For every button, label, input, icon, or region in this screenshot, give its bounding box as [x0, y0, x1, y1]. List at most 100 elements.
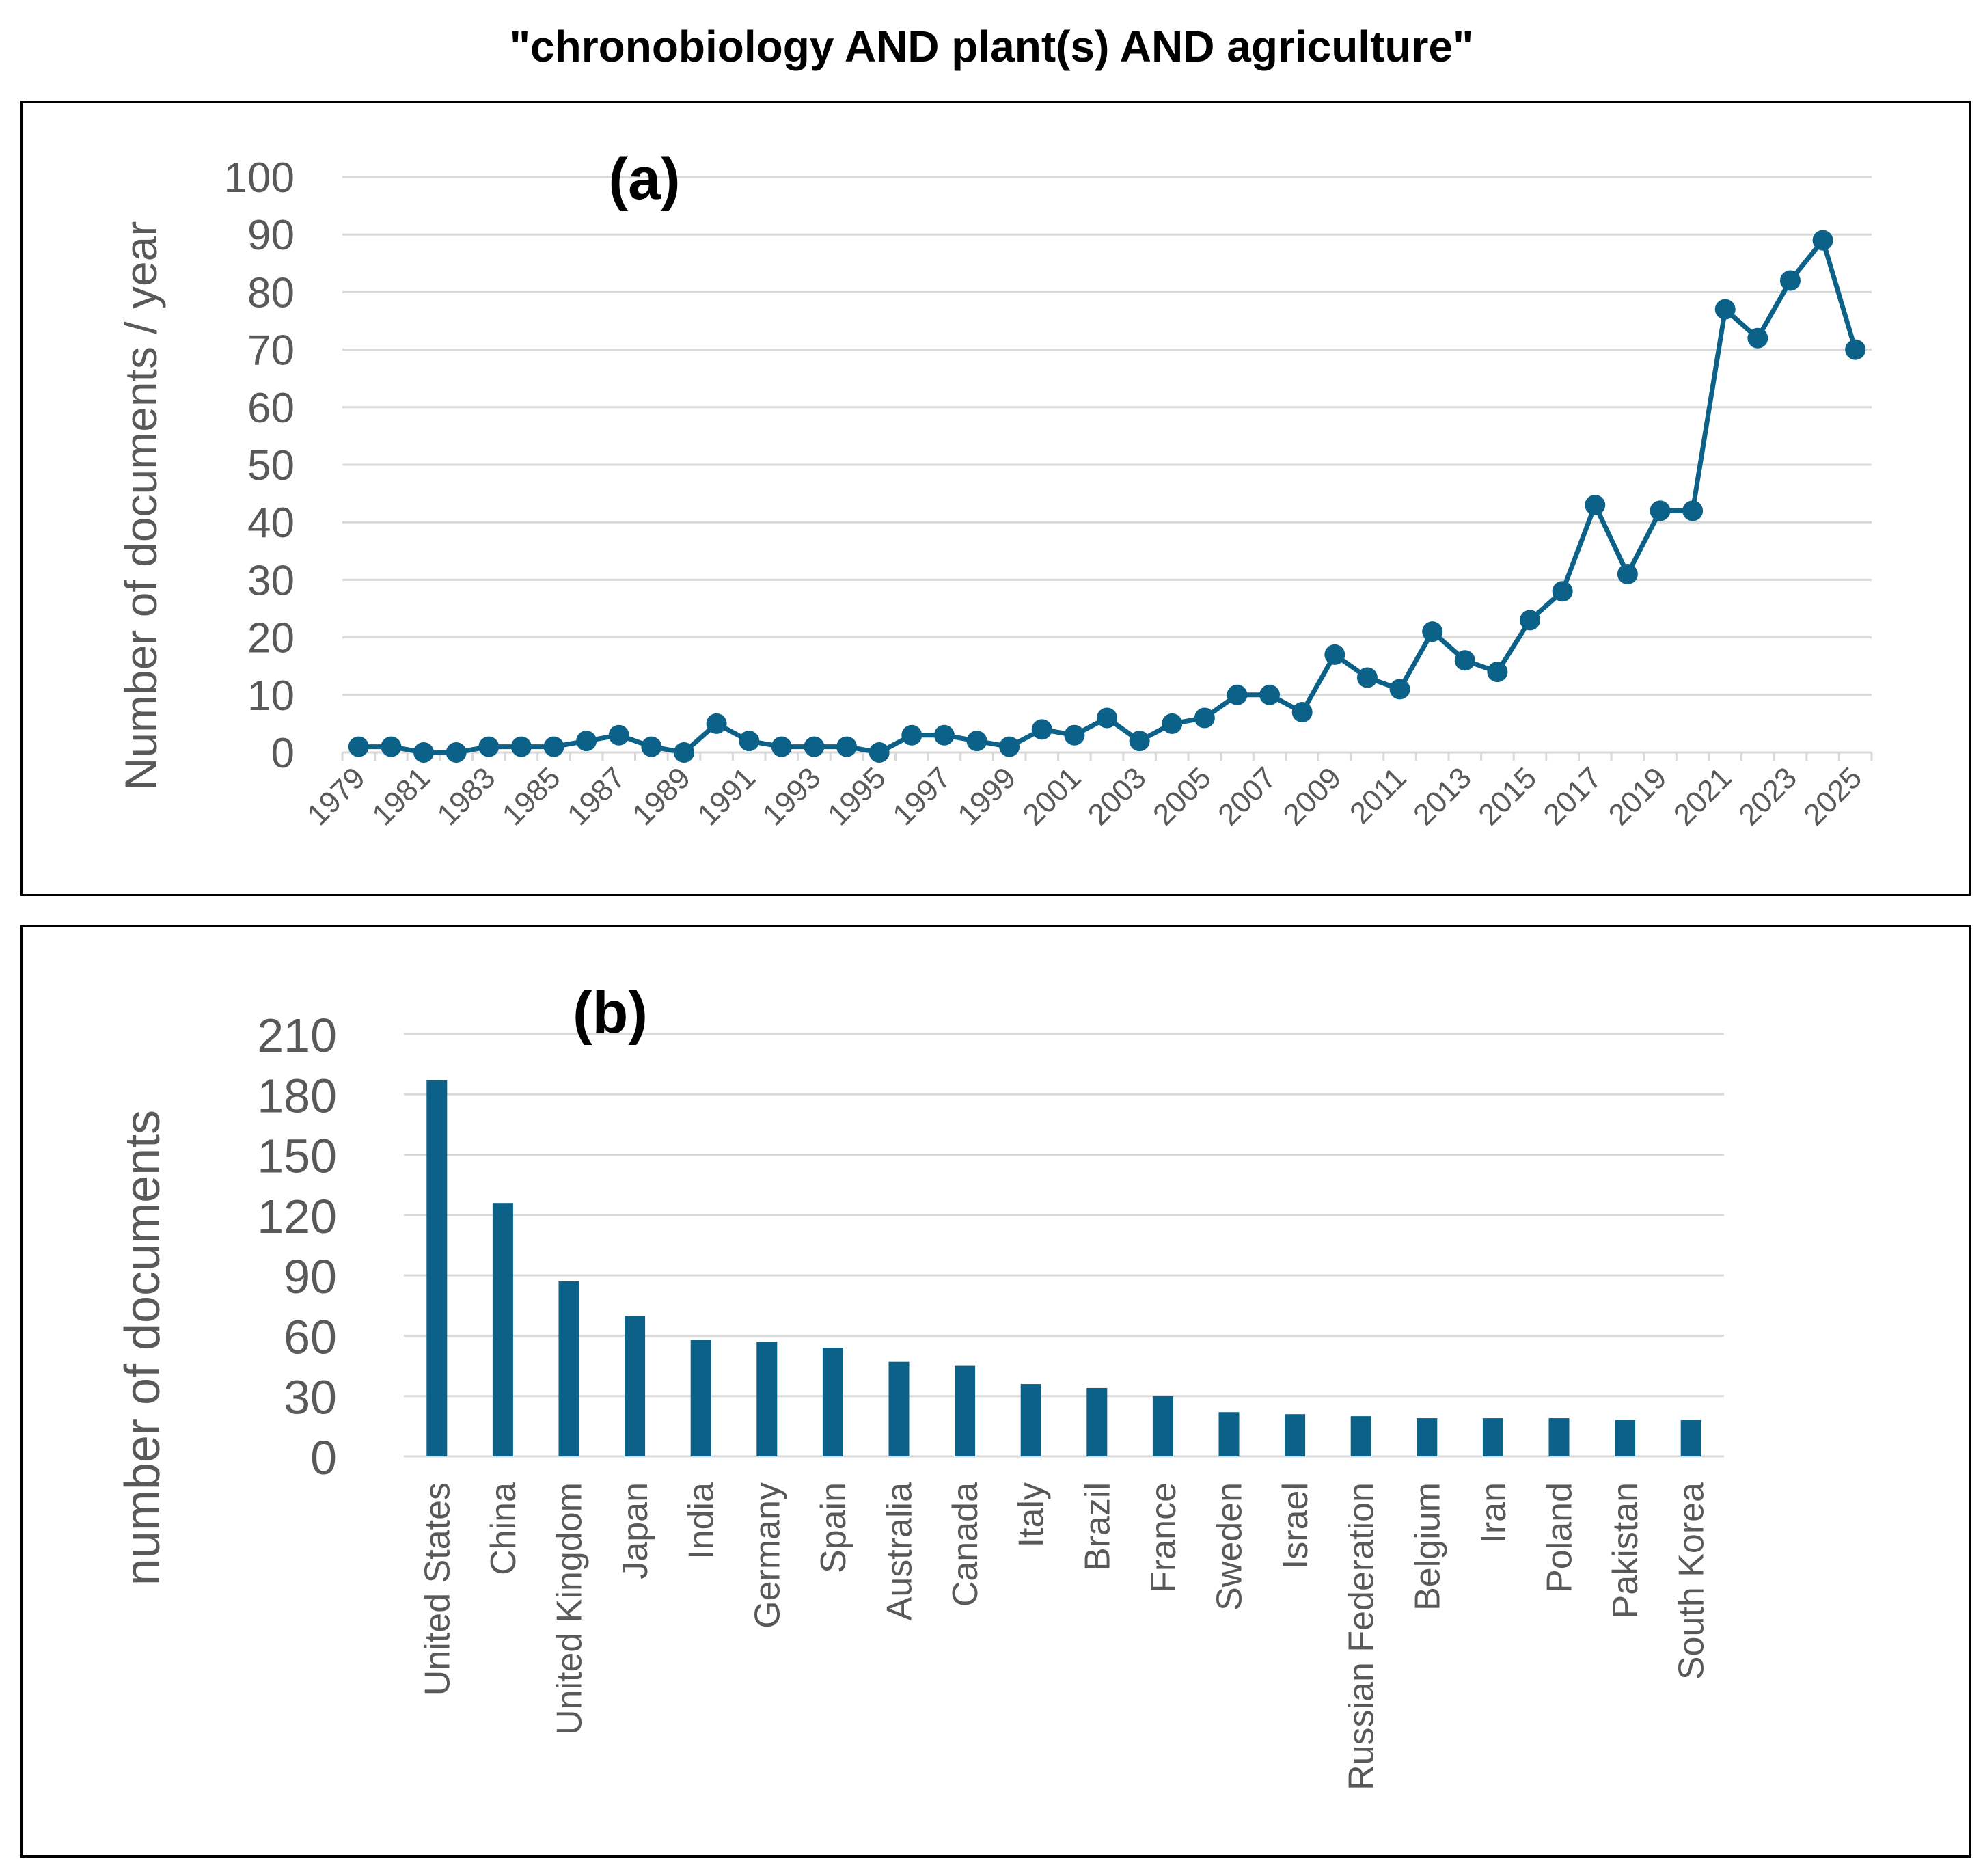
category-label: Italy	[1012, 1482, 1052, 1547]
category-label: Pakistan	[1606, 1482, 1645, 1618]
bars	[426, 1080, 1701, 1456]
x-tick-label: 2023	[1732, 761, 1803, 832]
x-tick-label: 2025	[1797, 761, 1868, 832]
category-label: China	[484, 1482, 523, 1575]
bar-united-states	[426, 1080, 448, 1456]
category-label: Belgium	[1408, 1482, 1447, 1611]
data-point	[804, 736, 825, 757]
x-tick-label: 2007	[1212, 761, 1283, 832]
data-point	[543, 736, 564, 757]
x-tick-label: 1999	[951, 761, 1022, 832]
y-tick-label: 40	[247, 500, 295, 547]
data-point	[348, 736, 369, 757]
panel-b-bar-chart: 0 30 60 90 120 150 180 210 United States China Un…	[20, 925, 1971, 1858]
figure-title: "chronobiology AND plant(s) AND agricult…	[509, 22, 1474, 71]
bar-poland	[1548, 1418, 1570, 1456]
data-point	[706, 713, 727, 734]
y-tick-label: 180	[257, 1069, 337, 1122]
series-line	[358, 238, 1858, 755]
y-tick-label: 150	[257, 1130, 337, 1183]
y-tick-label: 90	[284, 1250, 337, 1303]
x-tick-label: 1997	[886, 761, 957, 832]
data-point	[901, 724, 922, 746]
y-tick-label: 90	[247, 212, 295, 259]
y-tick-label: 0	[310, 1431, 337, 1484]
data-point	[1714, 299, 1736, 320]
data-point	[1162, 713, 1183, 734]
y-tick-label: 20	[247, 615, 295, 662]
y-tick-label: 210	[257, 1009, 337, 1062]
data-point	[608, 724, 629, 746]
data-point	[1779, 270, 1801, 291]
data-point	[1650, 500, 1671, 521]
x-tick-label: 1989	[626, 761, 697, 832]
data-point	[1129, 731, 1150, 752]
x-tick-label: 2003	[1082, 761, 1153, 832]
panel-label: (b)	[573, 980, 648, 1046]
x-tick-label: 2017	[1537, 761, 1608, 832]
data-point	[1227, 684, 1248, 705]
x-tick-label: 1981	[366, 761, 437, 832]
data-point	[739, 731, 760, 752]
y-tick-label: 30	[247, 557, 295, 604]
bar-china	[492, 1203, 513, 1456]
data-point	[1031, 719, 1052, 740]
data-point	[966, 731, 987, 752]
y-axis-label: Number of documents / year	[115, 221, 166, 791]
data-point	[1812, 230, 1833, 251]
x-tick-labels: 1979198119831985198719891991199319951997…	[301, 761, 1868, 832]
y-tick-label: 100	[224, 154, 295, 202]
data-point	[836, 736, 858, 757]
data-point	[1194, 707, 1215, 729]
data-point	[1454, 650, 1475, 671]
bar-canada	[955, 1365, 976, 1456]
data-point	[478, 736, 500, 757]
data-point	[446, 742, 467, 763]
bar-brazil	[1086, 1387, 1108, 1456]
bar-germany	[756, 1342, 778, 1456]
category-label: Poland	[1540, 1482, 1580, 1593]
data-point	[576, 731, 597, 752]
data-point	[1747, 327, 1768, 349]
x-tick-label: 1985	[496, 761, 567, 832]
category-label: United States	[418, 1482, 457, 1696]
x-tick-label: 2011	[1343, 761, 1413, 830]
y-tick-labels: 0 30 60 90 120 150 180 210	[257, 1009, 337, 1484]
data-point	[510, 736, 532, 757]
data-point	[1585, 494, 1606, 515]
y-tick-label: 10	[247, 672, 295, 720]
data-point	[1097, 707, 1117, 729]
bar-russian-federation	[1350, 1416, 1371, 1456]
category-label: Russian Federation	[1342, 1482, 1382, 1791]
category-label: Australia	[880, 1482, 920, 1620]
y-tick-labels: 0 10 20 30 40 50 60 70 80 90 100	[224, 154, 295, 777]
bar-united-kingdom	[558, 1281, 579, 1456]
data-point	[1356, 667, 1378, 688]
x-tick-label: 2019	[1602, 761, 1673, 832]
category-label: Germany	[748, 1482, 787, 1629]
panel-label: (a)	[608, 146, 680, 212]
data-point	[673, 742, 694, 763]
x-tick-label: 2009	[1277, 761, 1348, 832]
data-point	[1487, 662, 1508, 683]
category-label: India	[682, 1482, 722, 1560]
category-label: Spain	[814, 1482, 853, 1573]
y-tick-label: 50	[247, 442, 295, 489]
x-tick-label: 1995	[821, 761, 892, 832]
x-tick-label: 1993	[756, 761, 828, 832]
data-point	[771, 736, 792, 757]
data-point	[1520, 610, 1541, 631]
category-label: Canada	[946, 1482, 985, 1607]
data-point	[641, 736, 662, 757]
panel-a-line-chart: 0 10 20 30 40 50 60 70 80 90 100 1979 1981 1983 1985 1…	[20, 101, 1971, 896]
y-axis-label: number of documents	[115, 1110, 170, 1586]
bar-france	[1152, 1396, 1173, 1456]
bar-south-korea	[1680, 1420, 1701, 1456]
y-tick-label: 0	[271, 730, 295, 777]
data-point	[1064, 724, 1085, 746]
x-tick-label: 1991	[691, 761, 762, 832]
data-point	[1682, 500, 1704, 521]
category-label: France	[1144, 1482, 1184, 1593]
data-point	[381, 736, 402, 757]
